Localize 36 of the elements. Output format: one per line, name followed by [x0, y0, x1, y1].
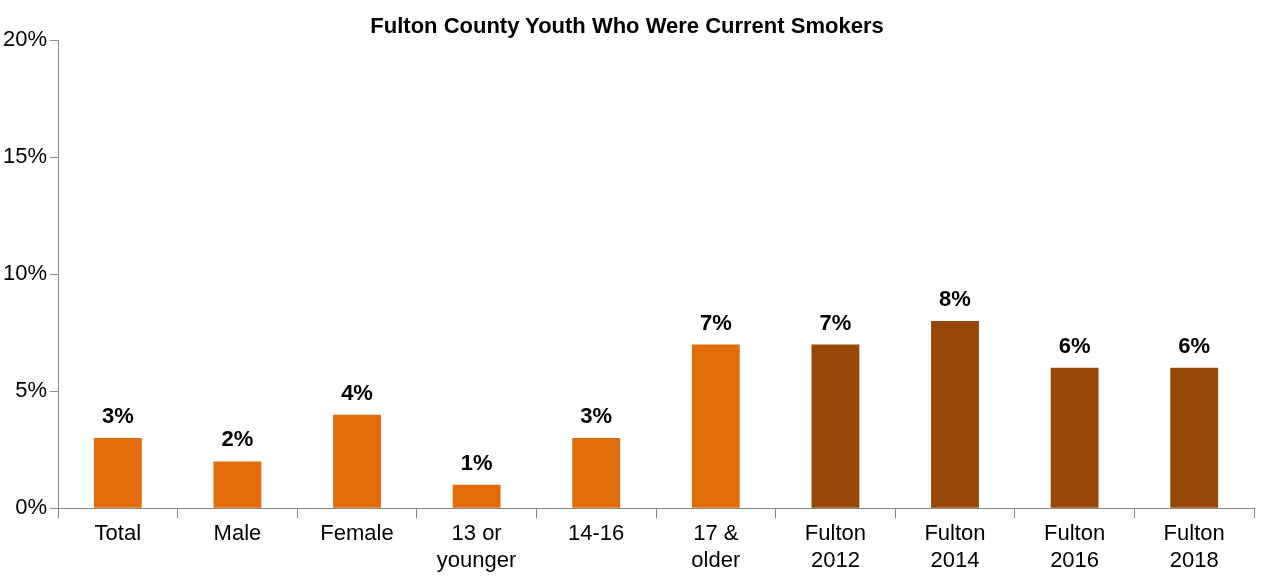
x-tick-label: Male: [213, 520, 262, 546]
bar: [1050, 367, 1099, 508]
bar: [452, 484, 501, 508]
y-tick-label: 0%: [15, 494, 48, 520]
bar: [213, 461, 262, 508]
data-label: 7%: [699, 309, 732, 335]
bar: [572, 438, 621, 508]
data-label: 3%: [580, 403, 613, 429]
bar: [1170, 367, 1219, 508]
x-tick-label: 17 & older: [691, 520, 741, 572]
bar: [811, 344, 860, 508]
data-label: 6%: [1178, 332, 1211, 358]
y-tick-label: 20%: [2, 26, 48, 52]
x-tick-label: 13 or younger: [436, 520, 517, 572]
data-label: 2%: [221, 426, 254, 452]
data-label: 7%: [819, 309, 852, 335]
bar: [93, 438, 142, 508]
y-tick-label: 5%: [15, 377, 48, 403]
y-tick-label: 10%: [2, 260, 48, 286]
x-tick-label: Fulton 2016: [1044, 520, 1106, 572]
x-tick-label: Fulton 2018: [1163, 520, 1225, 572]
data-label: 4%: [341, 379, 373, 405]
bar: [691, 344, 740, 508]
chart-title: Fulton County Youth Who Were Current Smokers: [370, 13, 884, 39]
data-label: 1%: [460, 449, 493, 475]
y-tick-label: 15%: [2, 143, 48, 169]
data-label: 8%: [939, 286, 971, 312]
x-tick-label: Female: [320, 520, 394, 546]
x-tick-label: 14-16: [568, 520, 625, 546]
x-tick-label: Total: [94, 520, 142, 546]
bar: [333, 414, 381, 508]
x-tick-label: Fulton 2014: [924, 520, 986, 572]
data-label: 3%: [101, 403, 134, 429]
bar: [931, 321, 979, 508]
x-tick-label: Fulton 2012: [804, 520, 866, 572]
data-label: 6%: [1058, 332, 1091, 358]
